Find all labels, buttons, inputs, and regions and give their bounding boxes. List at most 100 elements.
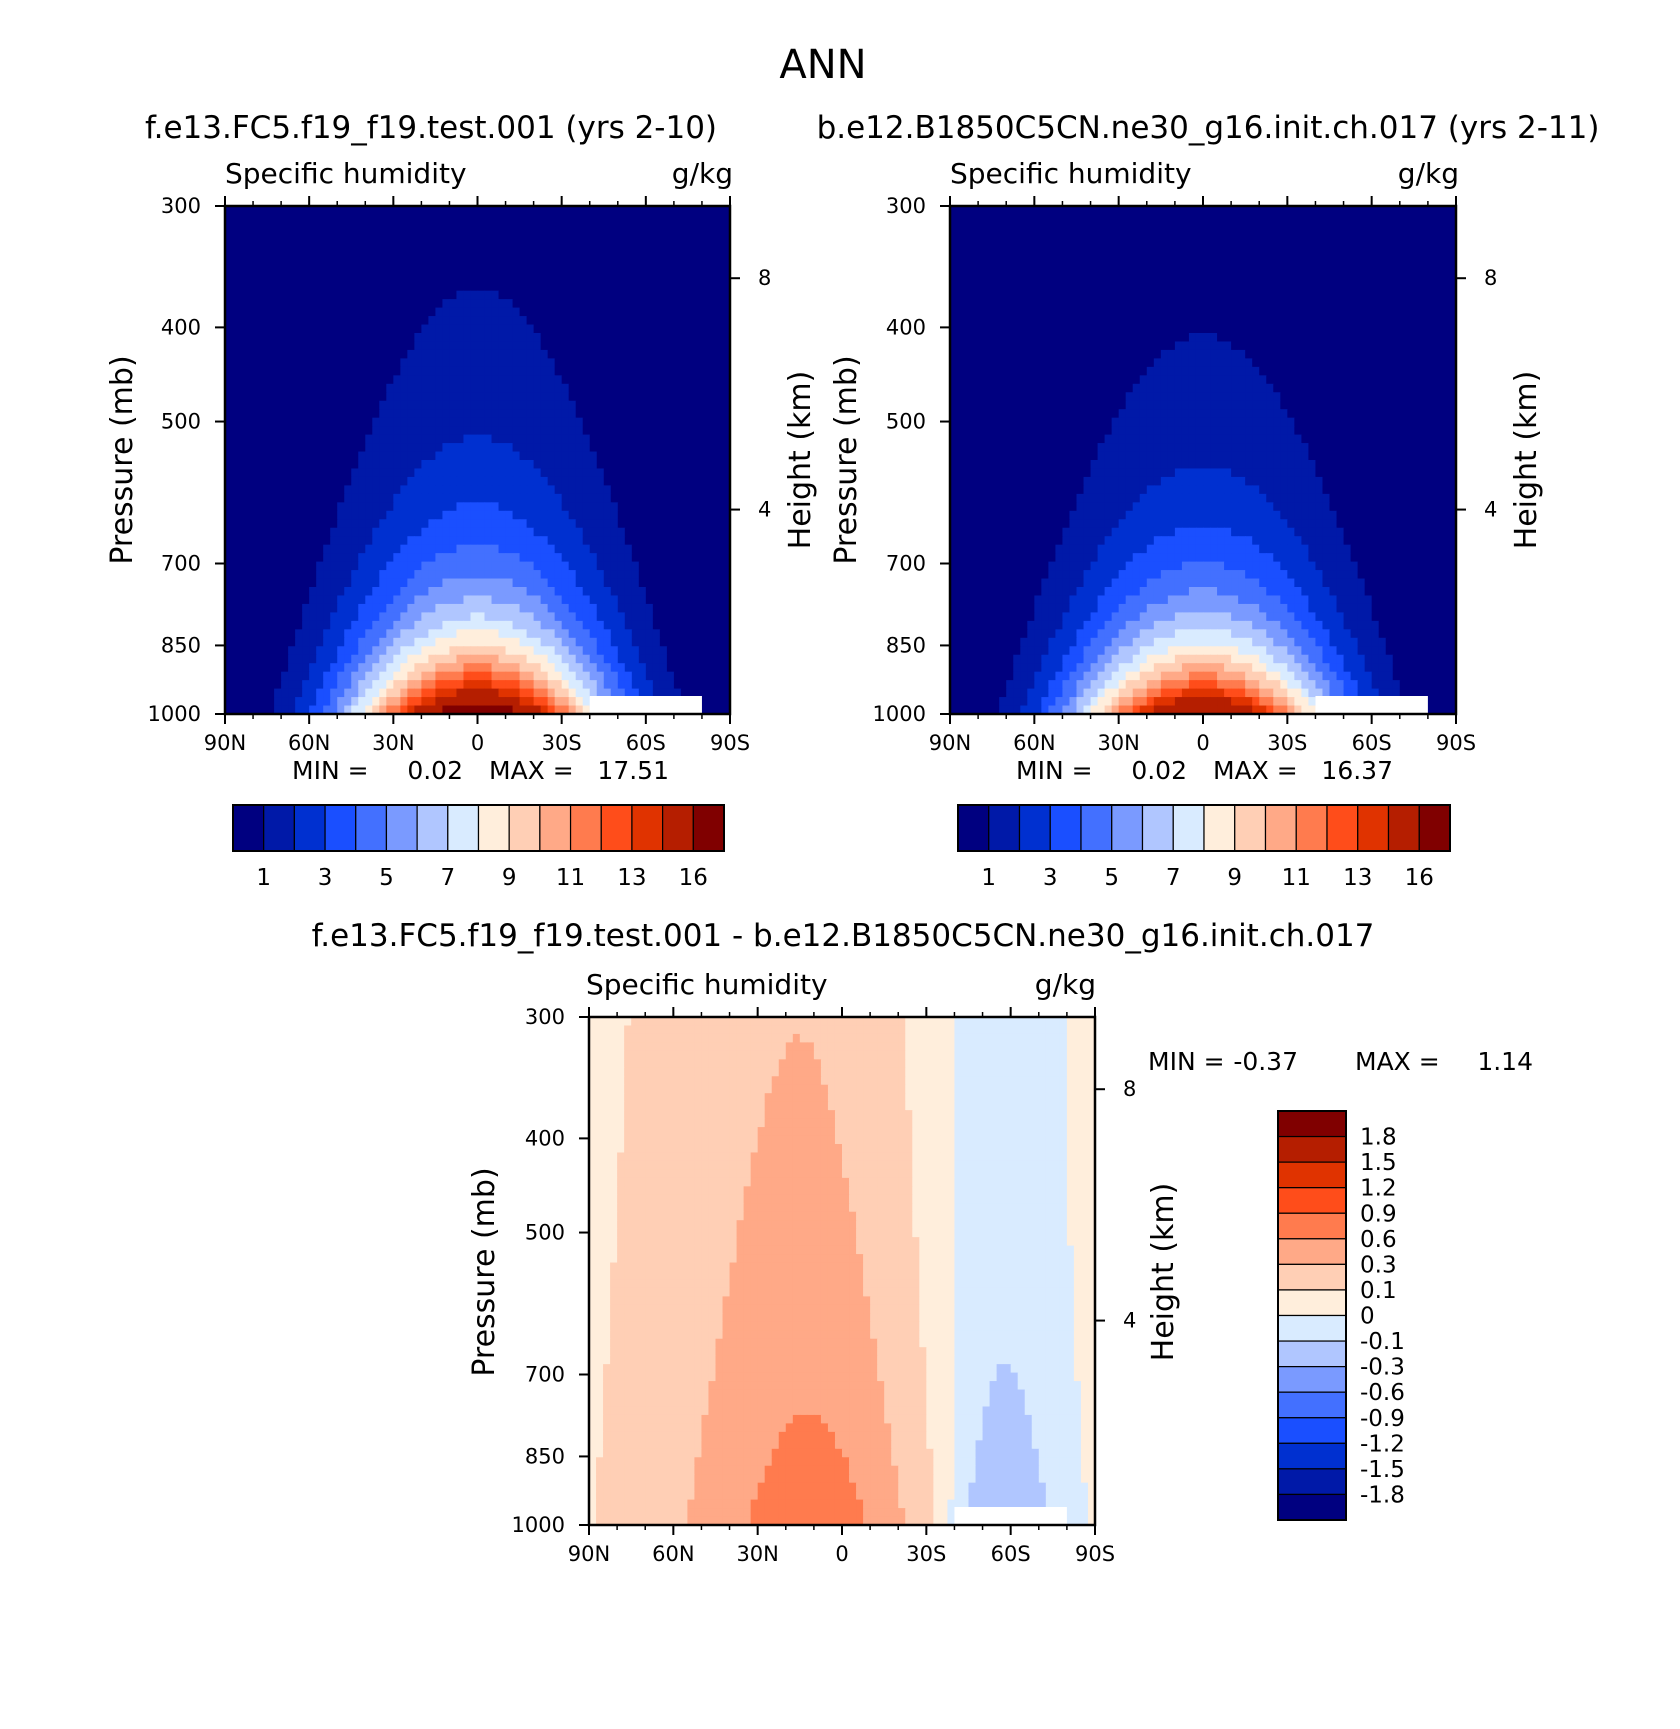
contour-cell <box>232 672 240 681</box>
contour-cell <box>407 672 415 681</box>
contour-cell <box>463 477 471 486</box>
contour-cell <box>386 257 394 266</box>
contour-cell <box>330 291 338 300</box>
contour-cell <box>463 638 471 647</box>
contour-cell <box>1077 265 1085 274</box>
contour-cell <box>1238 257 1246 266</box>
contour-cell <box>239 494 247 503</box>
contour-cell <box>232 570 240 579</box>
contour-cell <box>513 223 521 232</box>
contour-cell <box>1266 265 1274 274</box>
contour-cell <box>653 274 661 283</box>
contour-cell <box>716 629 724 638</box>
contour-cell <box>1041 231 1049 240</box>
contour-cell <box>695 443 703 452</box>
contour-cell <box>1196 231 1204 240</box>
contour-cell <box>660 426 668 435</box>
contour-cell <box>555 426 563 435</box>
contour-cell <box>344 528 352 537</box>
contour-cell <box>414 638 422 647</box>
contour-cell <box>400 409 408 418</box>
contour-cell <box>674 646 682 655</box>
contour-cell <box>323 655 331 664</box>
contour-cell <box>506 231 514 240</box>
contour-cell <box>449 672 457 681</box>
contour-cell <box>541 545 549 554</box>
contour-cell <box>295 629 303 638</box>
contour-cell <box>674 655 682 664</box>
contour-cell <box>421 638 429 647</box>
contour-cell <box>604 214 612 223</box>
contour-cell <box>379 680 387 689</box>
contour-cell <box>386 545 394 554</box>
contour-cell <box>239 375 247 384</box>
contour-cell <box>239 452 247 461</box>
contour-cell <box>400 621 408 630</box>
y-axis-label: Pressure (mb) <box>105 355 140 564</box>
contour-cell <box>435 214 443 223</box>
contour-cell <box>400 248 408 257</box>
contour-cell <box>527 248 535 257</box>
contour-cell <box>428 545 436 554</box>
contour-cell <box>555 358 563 367</box>
contour-cell <box>323 257 331 266</box>
contour-cell <box>576 545 584 554</box>
contour-cell <box>513 672 521 681</box>
contour-cell <box>1273 265 1281 274</box>
contour-cell <box>449 223 457 232</box>
contour-cell <box>449 282 457 291</box>
contour-cell <box>470 426 478 435</box>
contour-cell <box>1069 206 1077 215</box>
contour-cell <box>555 562 563 571</box>
contour-cell <box>456 511 464 520</box>
contour-cell <box>288 646 296 655</box>
contour-cell <box>1365 240 1373 249</box>
contour-cell <box>337 680 345 689</box>
contour-cell <box>449 384 457 393</box>
contour-cell <box>421 621 429 630</box>
contour-cell <box>288 460 296 469</box>
panel-test: f.e13.FC5.f19_f19.test.001 (yrs 2-10) Sp… <box>105 110 818 891</box>
contour-cell <box>239 562 247 571</box>
contour-cell <box>527 468 535 477</box>
contour-cell <box>358 426 366 435</box>
contour-cell <box>492 418 500 427</box>
contour-cell <box>267 570 275 579</box>
contour-cell <box>407 545 415 554</box>
contour-cell <box>239 367 247 376</box>
colorbar-swatch <box>632 805 663 851</box>
contour-cell <box>681 358 689 367</box>
contour-cell <box>702 418 710 427</box>
contour-cell <box>604 341 612 350</box>
contour-cell <box>414 697 422 706</box>
contour-cell <box>527 562 535 571</box>
contour-cell <box>1428 231 1436 240</box>
contour-cell <box>520 333 528 342</box>
colorbar-swatch <box>693 805 724 851</box>
contour-cell <box>625 299 633 308</box>
contour-cell <box>358 248 366 257</box>
contour-cell <box>1168 240 1176 249</box>
contour-cell <box>246 375 254 384</box>
contour-cell <box>674 604 682 613</box>
contour-cell <box>309 680 317 689</box>
contour-cell <box>295 384 303 393</box>
contour-cell <box>281 570 289 579</box>
contour-cell <box>534 595 542 604</box>
contour-cell <box>492 680 500 689</box>
contour-cell <box>492 562 500 571</box>
contour-cell <box>674 367 682 376</box>
contour-cell <box>246 231 254 240</box>
contour-cell <box>674 519 682 528</box>
contour-cell <box>323 231 331 240</box>
contour-cell <box>632 426 640 435</box>
contour-cell <box>330 655 338 664</box>
contour-cell <box>372 629 380 638</box>
contour-cell <box>681 536 689 545</box>
contour-cell <box>485 494 493 503</box>
contour-cell <box>1027 257 1035 266</box>
contour-cell <box>309 689 317 698</box>
contour-cell <box>646 562 654 571</box>
contour-cell <box>653 214 661 223</box>
contour-cell <box>492 214 500 223</box>
